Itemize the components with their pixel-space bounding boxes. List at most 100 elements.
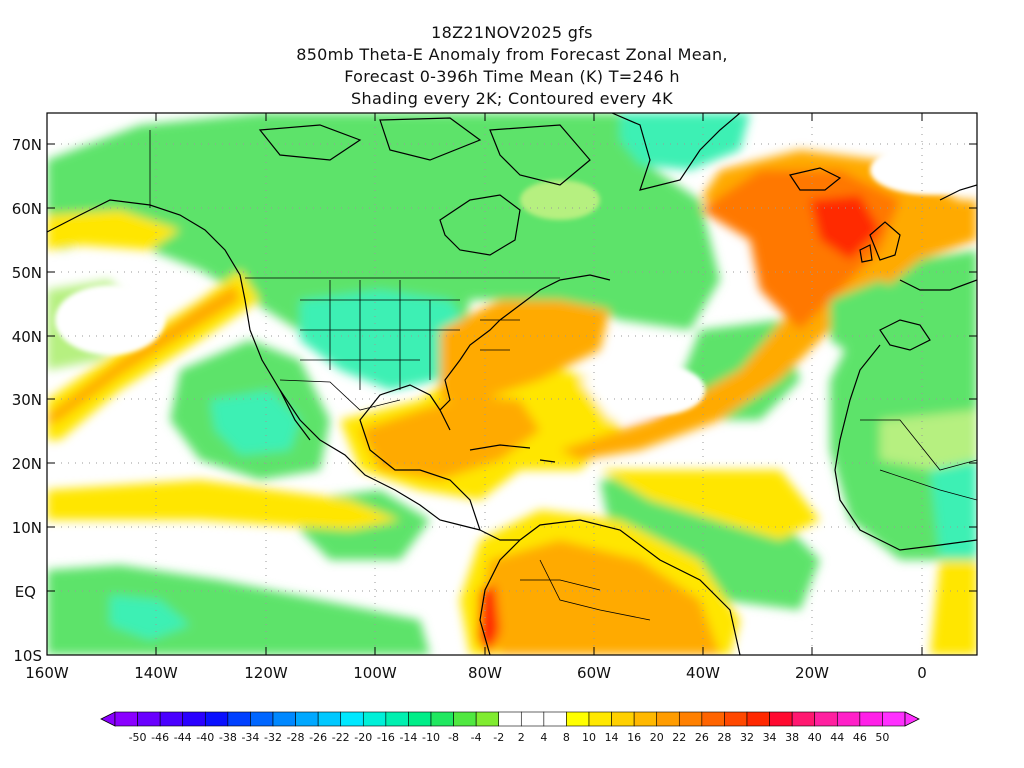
lon-label-80w: 80W (468, 664, 502, 682)
colorbar-label: 40 (808, 731, 822, 744)
colorbar-label: -40 (196, 731, 214, 744)
lat-label-eq: EQ (15, 583, 36, 601)
colorbar-label: -4 (471, 731, 482, 744)
colorbar-label: 46 (853, 731, 867, 744)
colorbar-swatch (204, 711, 229, 727)
colorbar-swatch (882, 711, 906, 727)
colorbar-label: -22 (332, 731, 350, 744)
political-borders (149, 130, 977, 621)
colorbar-swatch (543, 711, 567, 727)
colorbar-label: 20 (650, 731, 664, 744)
colorbar-swatch (859, 711, 883, 727)
colorbar-swatch (182, 711, 206, 727)
colorbar-label: 16 (627, 731, 641, 744)
title-line-1: 18Z21NOV2025 gfs (431, 23, 593, 42)
colorbar-label: 14 (605, 731, 619, 744)
title-line-4: Shading every 2K; Contoured every 4K (351, 89, 673, 108)
colorbar-swatch (836, 711, 861, 727)
lon-label-20w: 20W (795, 664, 829, 682)
map-frame (46, 112, 978, 656)
colorbar-swatch (769, 711, 793, 727)
colorbar-label: -20 (354, 731, 372, 744)
colorbar-swatch (746, 711, 770, 727)
lat-label-70n: 70N (12, 136, 42, 154)
lat-label-10n: 10N (12, 519, 42, 537)
lat-label-10s: 10S (13, 647, 42, 665)
colorbar-swatch (814, 711, 838, 727)
colorbar-label: -2 (493, 731, 504, 744)
colorbar-label: -26 (309, 731, 327, 744)
lon-label-60w: 60W (577, 664, 611, 682)
lat-label-20n: 20N (12, 455, 42, 473)
colorbar-label: -34 (241, 731, 259, 744)
axis-ticks (47, 113, 977, 655)
colorbar-swatch (566, 711, 590, 727)
colorbar-label: 44 (830, 731, 844, 744)
colorbar-right-arrow (904, 711, 920, 727)
lon-label-0: 0 (917, 664, 927, 682)
colorbar-swatch (611, 711, 635, 727)
colorbar-left-arrow (100, 711, 116, 727)
colorbar-label: 2 (518, 731, 525, 744)
colorbar-label: -44 (174, 731, 192, 744)
colorbar-swatch (498, 711, 522, 727)
coastline-outlines (47, 113, 977, 655)
colorbar-label: 26 (695, 731, 709, 744)
colorbar-swatch (408, 711, 432, 727)
lon-label-100w: 100W (353, 664, 397, 682)
colorbar-label: 22 (672, 731, 686, 744)
colorbar-swatch (385, 711, 409, 727)
colorbar-swatch (295, 711, 319, 727)
lon-label-120w: 120W (244, 664, 288, 682)
colorbar-swatch (340, 711, 364, 727)
colorbar-label: -50 (129, 731, 147, 744)
colorbar-label: -10 (422, 731, 440, 744)
colorbar-label: 32 (740, 731, 754, 744)
colorbar-swatch (272, 711, 296, 727)
colorbar-label: -28 (287, 731, 305, 744)
shaded-field (47, 113, 977, 655)
lon-label-40w: 40W (686, 664, 720, 682)
colorbar-swatch (475, 711, 500, 727)
lat-label-40n: 40N (12, 328, 42, 346)
colorbar-swatch (250, 711, 274, 727)
colorbar-swatch (227, 711, 251, 727)
colorbar-label: 8 (563, 731, 570, 744)
colorbar-label: -46 (151, 731, 169, 744)
map-title: 18Z21NOV2025 gfs 850mb Theta-E Anomaly f… (0, 22, 1024, 110)
colorbar-label: -38 (219, 731, 237, 744)
colorbar-swatch (724, 711, 748, 727)
grid-lines (47, 113, 977, 655)
colorbar-label: -8 (448, 731, 459, 744)
colorbar-label: 4 (540, 731, 547, 744)
colorbar-swatch (159, 711, 184, 727)
colorbar-label: 10 (582, 731, 596, 744)
colorbar-swatch (656, 711, 680, 727)
lon-label-140w: 140W (134, 664, 178, 682)
colorbar-swatch (453, 711, 477, 727)
colorbar-swatch (317, 711, 342, 727)
colorbar-label: 28 (717, 731, 731, 744)
longitude-labels: 160W 140W 120W 100W 80W 60W 40W 20W 0 (25, 664, 927, 682)
lat-label-60n: 60N (12, 200, 42, 218)
colorbar-swatch (137, 711, 161, 727)
colorbar-label: 34 (763, 731, 777, 744)
colorbar-swatch (633, 711, 658, 727)
colorbar-label: -32 (264, 731, 282, 744)
colorbar-swatch (678, 711, 703, 727)
colorbar-swatch (791, 711, 816, 727)
colorbar (100, 711, 920, 727)
latitude-labels: 70N 60N 50N 40N 30N 20N 10N EQ 10S (12, 136, 42, 665)
colorbar-labels: -50 -46 -44 -40 -38 -34 -32 -28 -26 -22 -20 -16 -14-… (129, 731, 890, 744)
lat-label-30n: 30N (12, 391, 42, 409)
colorbar-swatch (701, 711, 725, 727)
colorbar-swatch (362, 711, 387, 727)
colorbar-label: -16 (377, 731, 395, 744)
lon-label-160w: 160W (25, 664, 69, 682)
colorbar-label: 38 (785, 731, 799, 744)
colorbar-label: 50 (875, 731, 889, 744)
colorbar-swatch (114, 711, 138, 727)
colorbar-swatch (588, 711, 612, 727)
lat-label-50n: 50N (12, 264, 42, 282)
